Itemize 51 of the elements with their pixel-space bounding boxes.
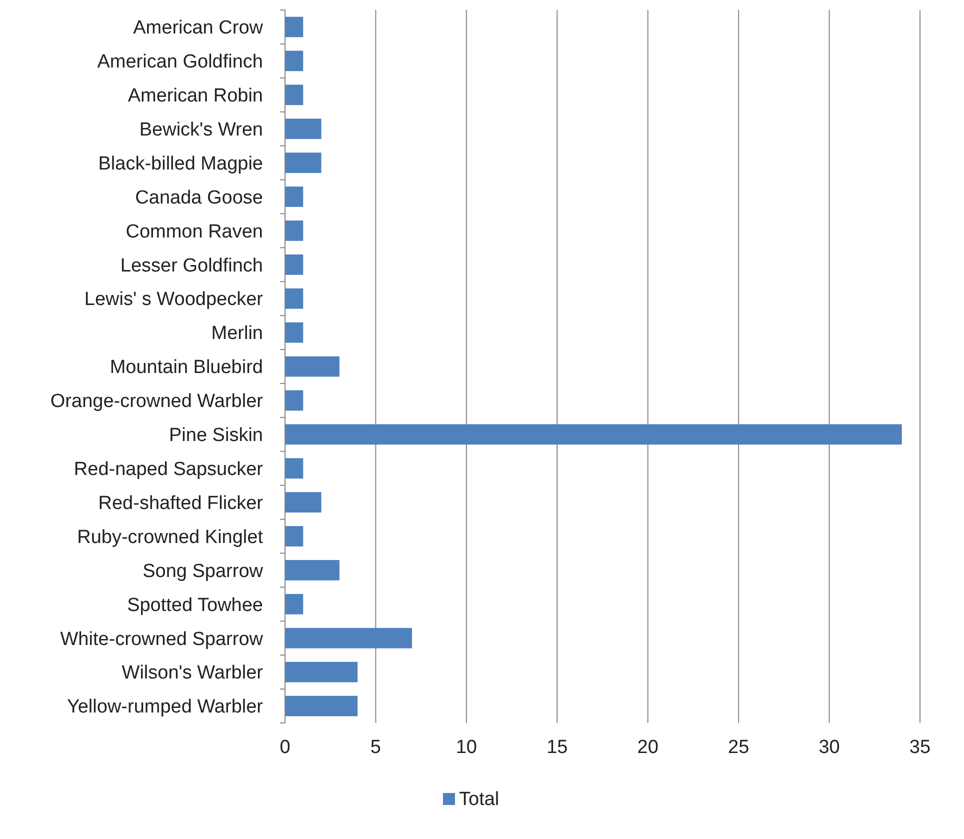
y-tick-label: American Crow bbox=[133, 18, 264, 39]
bar bbox=[285, 560, 340, 580]
x-tick-label: 5 bbox=[370, 737, 382, 758]
y-tick-label: Bewick's Wren bbox=[139, 119, 263, 140]
bar bbox=[285, 16, 304, 38]
bar bbox=[285, 186, 304, 207]
bar bbox=[285, 696, 358, 716]
x-tick-label: 10 bbox=[456, 737, 477, 758]
bar bbox=[285, 152, 322, 173]
bar bbox=[285, 662, 358, 682]
y-tick-label: American Robin bbox=[128, 86, 263, 107]
y-tick-label: Wilson's Warbler bbox=[122, 662, 264, 684]
x-tick-label: 25 bbox=[728, 737, 750, 758]
y-tick-label: Canada Goose bbox=[135, 187, 263, 208]
bar bbox=[285, 84, 304, 106]
y-tick-label: Pine Siskin bbox=[169, 425, 263, 446]
bar bbox=[285, 628, 412, 648]
y-tick-label: Lewis' s Woodpecker bbox=[84, 289, 264, 310]
bar bbox=[285, 424, 902, 445]
y-tick-label: Yellow-rumped Warbler bbox=[66, 696, 264, 718]
y-tick-label: Common Raven bbox=[126, 221, 263, 242]
y-tick-label: Orange-crowned Warbler bbox=[50, 391, 264, 412]
bar bbox=[285, 254, 304, 275]
bar bbox=[285, 526, 304, 546]
bar bbox=[285, 288, 304, 309]
x-tick-label: 35 bbox=[909, 737, 931, 758]
y-tick-label: Lesser Goldfinch bbox=[120, 255, 263, 276]
y-tick-label: Red-shafted Flicker bbox=[98, 492, 264, 514]
y-tick-label: White-crowned Sparrow bbox=[60, 628, 264, 650]
y-tick-label: Mountain Bluebird bbox=[110, 357, 263, 378]
bar bbox=[285, 594, 304, 614]
x-tick-label: 0 bbox=[280, 737, 290, 758]
bar bbox=[285, 458, 304, 479]
bar bbox=[285, 220, 304, 241]
x-tick-label: 30 bbox=[818, 737, 840, 758]
y-tick-label: Merlin bbox=[211, 323, 263, 344]
bar bbox=[285, 390, 304, 411]
bar bbox=[285, 50, 304, 72]
y-tick-label: Black-billed Magpie bbox=[98, 153, 263, 174]
bar bbox=[285, 492, 322, 512]
bar bbox=[285, 118, 322, 140]
y-tick-label: American Goldfinch bbox=[97, 52, 263, 73]
legend-label: Total bbox=[459, 789, 500, 810]
y-tick-label: Ruby-crowned Kinglet bbox=[77, 526, 264, 548]
bar bbox=[285, 356, 340, 377]
y-tick-label: Song Sparrow bbox=[142, 560, 264, 582]
bar bbox=[285, 322, 304, 343]
x-tick-label: 15 bbox=[546, 737, 568, 758]
y-tick-label: Spotted Towhee bbox=[127, 594, 263, 616]
x-tick-label: 20 bbox=[637, 737, 658, 758]
y-tick-label: Red-naped Sapsucker bbox=[74, 459, 264, 480]
